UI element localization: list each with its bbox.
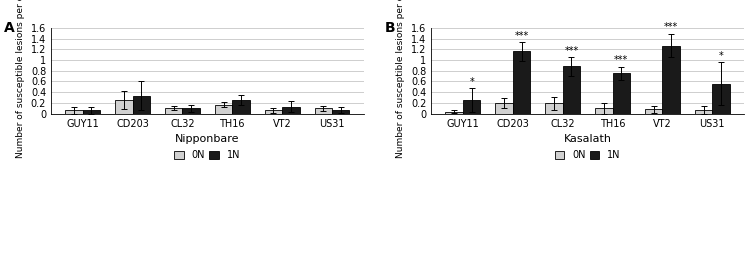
X-axis label: Nipponbare: Nipponbare <box>175 134 239 144</box>
Bar <box>595 108 612 114</box>
Text: B: B <box>384 21 395 35</box>
Bar <box>645 109 662 114</box>
Bar <box>712 84 729 114</box>
Bar <box>115 100 133 114</box>
Bar <box>562 66 580 114</box>
Text: ***: *** <box>614 55 628 65</box>
Bar <box>214 105 233 114</box>
Y-axis label: Number of susceptible lesions per cm²: Number of susceptible lesions per cm² <box>16 0 25 158</box>
Bar <box>445 112 463 114</box>
Bar <box>183 108 200 114</box>
Bar <box>495 103 513 114</box>
Bar <box>463 100 480 114</box>
Bar <box>695 110 712 114</box>
Text: ***: *** <box>564 46 578 56</box>
Text: ***: *** <box>514 31 528 41</box>
Bar <box>265 111 282 114</box>
Bar <box>513 51 530 114</box>
Bar <box>82 111 100 114</box>
Bar <box>233 100 250 114</box>
Text: A: A <box>4 21 15 35</box>
Bar <box>65 111 82 114</box>
Bar <box>315 108 332 114</box>
Bar <box>165 108 183 114</box>
X-axis label: Kasalath: Kasalath <box>563 134 612 144</box>
Bar <box>332 110 350 114</box>
Legend: 0N, 1N: 0N, 1N <box>553 148 622 162</box>
Text: *: * <box>470 77 474 87</box>
Text: *: * <box>719 51 723 60</box>
Legend: 0N, 1N: 0N, 1N <box>172 148 242 162</box>
Y-axis label: Number of susceptible lesions per cm²: Number of susceptible lesions per cm² <box>396 0 405 158</box>
Bar <box>282 107 300 114</box>
Bar <box>545 104 562 114</box>
Bar <box>612 73 630 114</box>
Bar <box>133 96 150 114</box>
Bar <box>662 46 680 114</box>
Text: ***: *** <box>664 22 678 32</box>
